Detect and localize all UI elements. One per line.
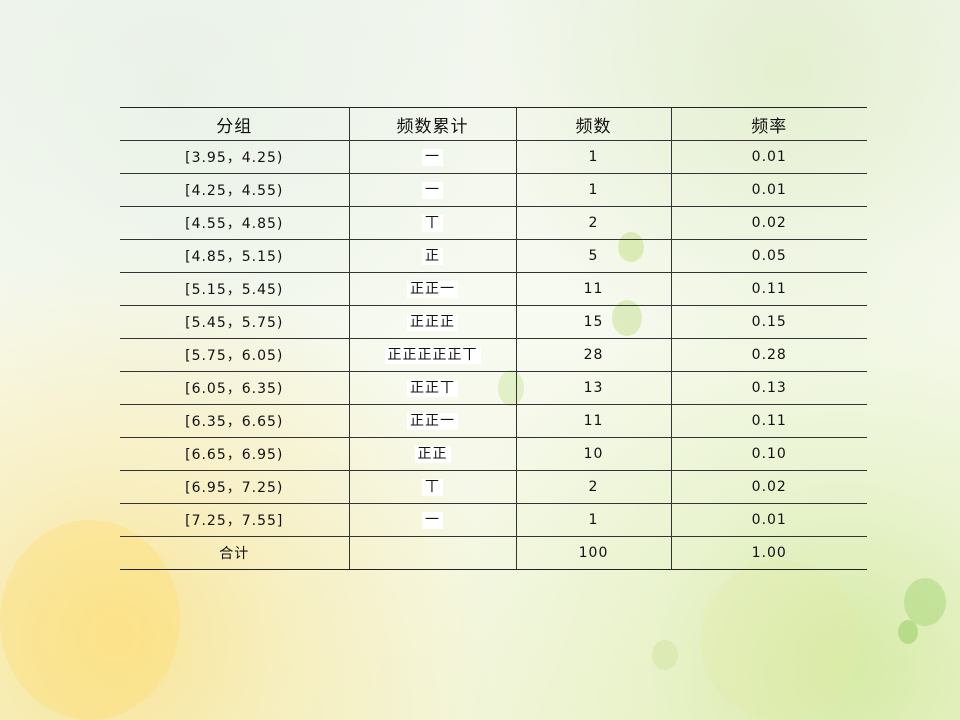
table-row: [4.55，4.85) 丅 2 0.02 (120, 206, 867, 240)
group-cell: [6.95，7.25) (120, 470, 349, 504)
rate-cell: 1.00 (670, 536, 867, 570)
table-row: [6.35，6.65) 正正一 11 0.11 (120, 404, 867, 438)
table-row: [4.25，4.55) 一 1 0.01 (120, 173, 867, 207)
group-cell: [5.45，5.75) (120, 305, 349, 339)
rate-cell: 0.02 (670, 470, 867, 504)
group-cell: [4.55，4.85) (120, 206, 349, 240)
tally-cell: 正正 (348, 437, 516, 471)
group-cell: [6.35，6.65) (120, 404, 349, 438)
count-cell: 2 (515, 206, 671, 240)
rate-cell: 0.13 (670, 371, 867, 405)
count-cell: 5 (515, 239, 671, 273)
rate-cell: 0.11 (670, 404, 867, 438)
rate-cell: 0.15 (670, 305, 867, 339)
count-cell: 1 (515, 173, 671, 207)
background-bokeh (898, 620, 918, 644)
tally-cell: 正正丅 (348, 371, 516, 405)
count-cell: 11 (515, 404, 671, 438)
table-row: [6.95，7.25) 丅 2 0.02 (120, 470, 867, 504)
tally-cell: 一 (348, 140, 516, 174)
count-cell: 15 (515, 305, 671, 339)
rate-cell: 0.11 (670, 272, 867, 306)
header-count: 频数 (515, 107, 671, 141)
tally-marks: 一 (422, 181, 443, 199)
tally-marks: 一 (422, 511, 443, 529)
tally-marks: 正 (422, 247, 443, 265)
count-cell: 100 (515, 536, 671, 570)
tally-marks: 丅 (422, 214, 443, 232)
count-cell: 10 (515, 437, 671, 471)
tally-cell: 丅 (348, 206, 516, 240)
total-row: 合计 100 1.00 (120, 536, 867, 570)
tally-marks: 正正正正正丅 (384, 346, 481, 364)
tally-cell: 正正正正正丅 (348, 338, 516, 372)
tally-cell: 正正一 (348, 404, 516, 438)
tally-marks: 正正一 (407, 280, 458, 298)
tally-cell: 一 (348, 503, 516, 537)
tally-marks: 丅 (422, 478, 443, 496)
table-row: [3.95，4.25) 一 1 0.01 (120, 140, 867, 174)
table-row: [5.15，5.45) 正正一 11 0.11 (120, 272, 867, 306)
table-header-row: 分组 频数累计 频数 频率 (120, 107, 867, 141)
rate-cell: 0.01 (670, 173, 867, 207)
tally-cell: 正正一 (348, 272, 516, 306)
tally-cell: 丅 (348, 470, 516, 504)
group-cell: [4.25，4.55) (120, 173, 349, 207)
tally-cell: 正正正 (348, 305, 516, 339)
table-row: [4.85，5.15) 正 5 0.05 (120, 239, 867, 273)
table-row: [6.65，6.95) 正正 10 0.10 (120, 437, 867, 471)
group-cell: [6.65，6.95) (120, 437, 349, 471)
tally-cell: 正 (348, 239, 516, 273)
count-cell: 13 (515, 371, 671, 405)
background-bokeh (652, 640, 678, 670)
tally-marks: 正正一 (407, 412, 458, 430)
group-cell: [5.75，6.05) (120, 338, 349, 372)
background-bokeh (904, 578, 946, 626)
tally-cell: 一 (348, 173, 516, 207)
table-row: [6.05，6.35) 正正丅 13 0.13 (120, 371, 867, 405)
count-cell: 1 (515, 503, 671, 537)
count-cell: 1 (515, 140, 671, 174)
table-body: [3.95，4.25) 一 1 0.01 [4.25，4.55) 一 1 0.01 [4.55，… (120, 140, 867, 570)
rate-cell: 0.05 (670, 239, 867, 273)
group-cell: [7.25，7.55] (120, 503, 349, 537)
tally-cell (348, 536, 516, 570)
tally-marks: 正正丅 (407, 379, 458, 397)
count-cell: 11 (515, 272, 671, 306)
count-cell: 2 (515, 470, 671, 504)
rate-cell: 0.01 (670, 140, 867, 174)
group-cell: 合计 (120, 536, 349, 570)
group-cell: [5.15，5.45) (120, 272, 349, 306)
tally-marks: 正正 (414, 445, 451, 463)
header-rate: 频率 (670, 107, 867, 141)
frequency-distribution-table: 分组 频数累计 频数 频率 [3.95，4.25) 一 1 0.01 [4.25，4.5… (120, 107, 867, 570)
rate-cell: 0.10 (670, 437, 867, 471)
table-row: [5.75，6.05) 正正正正正丅 28 0.28 (120, 338, 867, 372)
header-tally: 频数累计 (348, 107, 516, 141)
background-glow (700, 560, 860, 720)
table-row: [5.45，5.75) 正正正 15 0.15 (120, 305, 867, 339)
rate-cell: 0.01 (670, 503, 867, 537)
group-cell: [6.05，6.35) (120, 371, 349, 405)
rate-cell: 0.02 (670, 206, 867, 240)
table-row: [7.25，7.55] 一 1 0.01 (120, 503, 867, 537)
tally-marks: 一 (422, 148, 443, 166)
group-cell: [4.85，5.15) (120, 239, 349, 273)
tally-marks: 正正正 (407, 313, 458, 331)
rate-cell: 0.28 (670, 338, 867, 372)
group-cell: [3.95，4.25) (120, 140, 349, 174)
count-cell: 28 (515, 338, 671, 372)
header-group: 分组 (120, 107, 349, 141)
